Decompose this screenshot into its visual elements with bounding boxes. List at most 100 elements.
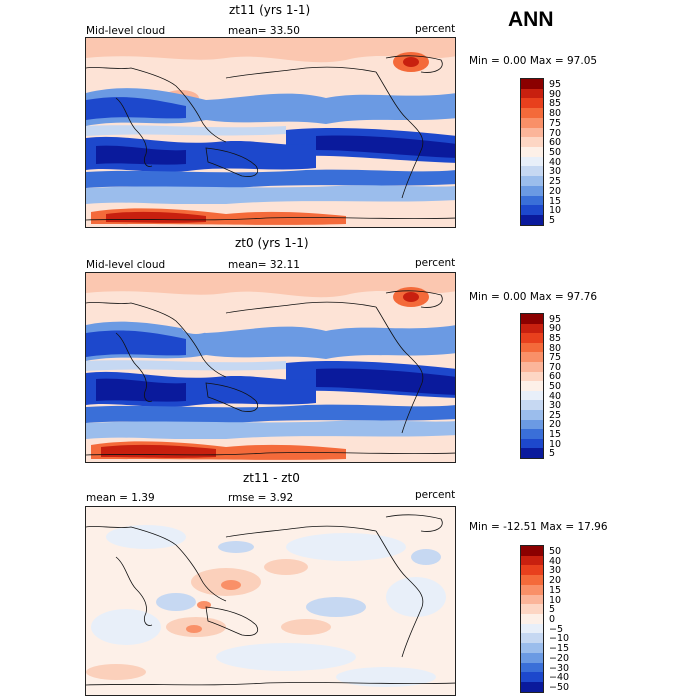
colorbar-1-swatch-6	[521, 137, 543, 148]
colorbar-3-swatch-5	[521, 594, 543, 605]
panel-1-colorbar	[520, 78, 544, 226]
colorbar-2-tick-label: 30	[549, 400, 562, 412]
colorbar-2-tick-label: 85	[549, 333, 562, 344]
panel-3-units-label: percent	[415, 489, 456, 501]
colorbar-3-swatch-3	[521, 575, 543, 585]
colorbar-1-tick-label: 85	[549, 98, 562, 110]
panel-3-rmse-label: rmse = 3.92	[228, 492, 294, 504]
panel-3-title: zt11 - zt0	[243, 471, 300, 485]
colorbar-3-swatch-10	[521, 643, 543, 653]
colorbar-2-tick-label: 10	[549, 438, 562, 450]
panel-2-colorbar	[520, 313, 544, 459]
colorbar-2-tick-label: 90	[549, 323, 562, 335]
colorbar-1-tick-label: 60	[549, 137, 562, 149]
colorbar-1-swatch-8	[521, 156, 543, 167]
colorbar-3-tick-label: −10	[549, 633, 570, 645]
colorbar-1-tick-label: 15	[549, 195, 562, 207]
colorbar-2-tick-label: 80	[549, 342, 562, 354]
colorbar-2-swatch-7	[521, 381, 543, 391]
panel-2-mean-label: mean= 32.11	[228, 259, 300, 271]
colorbar-1-swatch-11	[521, 185, 543, 196]
panel-1-minmax-label: Min = 0.00 Max = 97.05	[469, 55, 598, 67]
colorbar-2-swatch-4	[521, 352, 543, 362]
colorbar-1-swatch-9	[521, 166, 543, 177]
colorbar-3-swatch-12	[521, 662, 543, 673]
colorbar-2-tick-label: 15	[549, 429, 562, 440]
colorbar-3-tick-label: −50	[549, 682, 570, 694]
colorbar-2-tick-label: 20	[549, 419, 562, 431]
panel-3-map-field	[86, 507, 455, 695]
colorbar-2-swatch-6	[521, 371, 543, 382]
season-label: ANN	[508, 8, 554, 31]
panel-2-map-field	[86, 273, 455, 462]
colorbar-1-tick-label: 30	[549, 166, 562, 178]
colorbar-3-tick-label: 15	[549, 584, 562, 596]
colorbar-2-swatch-5	[521, 361, 543, 372]
panel-1-units-label: percent	[415, 23, 456, 35]
panel-3-colorbar	[520, 545, 544, 693]
colorbar-3-tick-label: 10	[549, 594, 562, 606]
colorbar-1-tick-label: 25	[549, 176, 562, 188]
colorbar-1-swatch-14	[521, 215, 543, 225]
panel-1-map-field	[86, 38, 455, 227]
colorbar-3-tick-label: −15	[549, 643, 570, 655]
colorbar-1-tick-label: 75	[549, 117, 562, 129]
colorbar-2-swatch-8	[521, 390, 543, 401]
colorbar-3-swatch-6	[521, 604, 543, 615]
colorbar-1-tick-label: 50	[549, 147, 562, 158]
panel-3-mean-label: mean = 1.39	[86, 492, 155, 504]
panel-3-minmax-label: Min = -12.51 Max = 17.96	[469, 521, 608, 533]
colorbar-1-tick-label: 40	[549, 156, 562, 168]
colorbar-1-tick-label: 5	[549, 215, 556, 227]
colorbar-2-swatch-14	[521, 448, 543, 458]
colorbar-3-swatch-0	[521, 546, 543, 556]
colorbar-2-swatch-0	[521, 314, 543, 324]
panel-1-map	[85, 37, 456, 228]
colorbar-3-swatch-14	[521, 682, 543, 692]
colorbar-1-swatch-5	[521, 127, 543, 138]
colorbar-2-tick-label: 75	[549, 352, 562, 364]
panel-1-variable-label: Mid-level cloud	[86, 25, 166, 37]
colorbar-2-tick-label: 60	[549, 371, 562, 383]
colorbar-1-swatch-4	[521, 117, 543, 128]
colorbar-2-tick-label: 25	[549, 409, 562, 421]
colorbar-1-tick-label: 70	[549, 127, 562, 139]
colorbar-3-swatch-8	[521, 623, 543, 634]
colorbar-1-tick-label: 10	[549, 205, 562, 217]
colorbar-2-swatch-9	[521, 400, 543, 410]
colorbar-1-tick-label: 95	[549, 78, 562, 90]
colorbar-1-swatch-13	[521, 205, 543, 216]
colorbar-1-swatch-3	[521, 108, 543, 118]
colorbar-2-swatch-11	[521, 419, 543, 430]
colorbar-2-swatch-12	[521, 429, 543, 439]
colorbar-3-swatch-4	[521, 584, 543, 595]
colorbar-1-swatch-7	[521, 147, 543, 157]
colorbar-3-tick-label: −20	[549, 652, 570, 664]
colorbar-2-swatch-10	[521, 409, 543, 420]
colorbar-3-swatch-13	[521, 672, 543, 683]
colorbar-3-tick-label: 50	[549, 545, 562, 557]
colorbar-3-tick-label: 5	[549, 604, 556, 616]
colorbar-1-tick-label: 90	[549, 88, 562, 100]
colorbar-2-tick-label: 70	[549, 361, 562, 373]
colorbar-1-swatch-10	[521, 176, 543, 186]
panel-1-title: zt11 (yrs 1-1)	[229, 3, 311, 17]
panel-2-map	[85, 272, 456, 463]
colorbar-2-tick-label: 5	[549, 448, 556, 460]
colorbar-2-tick-label: 50	[549, 381, 562, 392]
colorbar-1-swatch-12	[521, 195, 543, 206]
colorbar-3-swatch-7	[521, 614, 543, 624]
colorbar-1-swatch-2	[521, 98, 543, 109]
colorbar-2-tick-label: 95	[549, 313, 562, 325]
panel-1-mean-label: mean= 33.50	[228, 25, 300, 37]
panel-2-minmax-label: Min = 0.00 Max = 97.76	[469, 291, 598, 303]
colorbar-1-swatch-1	[521, 88, 543, 99]
colorbar-3-tick-label: −5	[549, 623, 564, 635]
colorbar-3-tick-label: 0	[549, 614, 556, 625]
panel-2-variable-label: Mid-level cloud	[86, 259, 166, 271]
panel-2-units-label: percent	[415, 257, 456, 269]
colorbar-3-tick-label: −30	[549, 662, 570, 674]
colorbar-3-swatch-11	[521, 652, 543, 663]
colorbar-1-swatch-0	[521, 79, 543, 89]
colorbar-3-tick-label: 30	[549, 565, 562, 577]
